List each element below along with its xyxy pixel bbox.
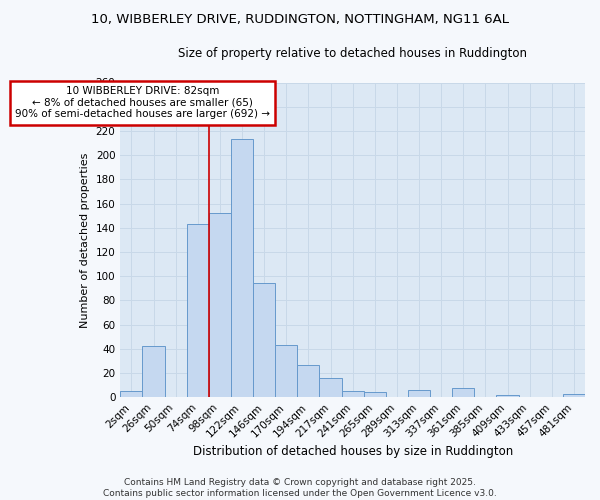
Bar xyxy=(319,378,341,397)
Bar xyxy=(142,346,164,397)
Y-axis label: Number of detached properties: Number of detached properties xyxy=(80,152,90,328)
Title: Size of property relative to detached houses in Ruddington: Size of property relative to detached ho… xyxy=(178,48,527,60)
Text: 10 WIBBERLEY DRIVE: 82sqm
← 8% of detached houses are smaller (65)
90% of semi-d: 10 WIBBERLEY DRIVE: 82sqm ← 8% of detach… xyxy=(15,86,270,120)
Bar xyxy=(563,394,585,397)
X-axis label: Distribution of detached houses by size in Ruddington: Distribution of detached houses by size … xyxy=(193,444,513,458)
Bar xyxy=(341,391,364,397)
Bar xyxy=(452,388,475,397)
Bar xyxy=(209,213,231,397)
Bar xyxy=(187,224,209,397)
Text: Contains HM Land Registry data © Crown copyright and database right 2025.
Contai: Contains HM Land Registry data © Crown c… xyxy=(103,478,497,498)
Bar xyxy=(231,140,253,397)
Bar xyxy=(121,391,142,397)
Bar xyxy=(496,395,518,397)
Bar xyxy=(364,392,386,397)
Bar xyxy=(275,345,298,397)
Text: 10, WIBBERLEY DRIVE, RUDDINGTON, NOTTINGHAM, NG11 6AL: 10, WIBBERLEY DRIVE, RUDDINGTON, NOTTING… xyxy=(91,12,509,26)
Bar xyxy=(253,284,275,397)
Bar xyxy=(408,390,430,397)
Bar xyxy=(298,364,319,397)
